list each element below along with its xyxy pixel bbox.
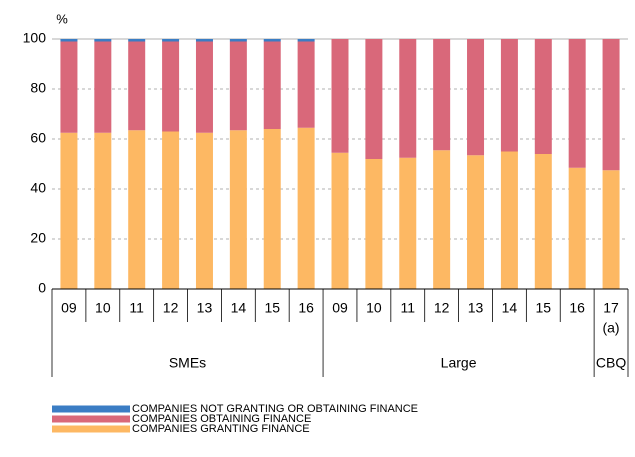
bar-segment: [128, 130, 146, 289]
x-tick-label: 16: [298, 300, 314, 316]
x-tick-label: 10: [366, 300, 382, 316]
bar-segment: [128, 41, 146, 131]
bar-segment: [162, 39, 180, 42]
bar-segment: [399, 157, 417, 289]
x-tick-label: 09: [332, 300, 348, 316]
legend-swatch: [52, 405, 130, 413]
y-tick-label: 40: [30, 180, 46, 196]
bar-segment: [195, 39, 213, 42]
bar-segment: [60, 41, 78, 133]
legend-swatch: [52, 415, 130, 423]
bar-segment: [568, 167, 586, 289]
group-label: Large: [441, 355, 477, 371]
bar-segment: [229, 39, 247, 42]
bar-segment: [602, 39, 620, 171]
bar-segment: [534, 154, 552, 289]
bar-segment: [128, 39, 146, 42]
bar-segment: [60, 132, 78, 289]
legend-label: COMPANIES NOT GRANTING OR OBTAINING FINA…: [132, 403, 418, 415]
bar-segment: [263, 41, 281, 129]
bar-segment: [433, 150, 451, 289]
bar-segment: [195, 41, 213, 133]
bar-segment: [500, 39, 518, 152]
x-tick-label: 13: [468, 300, 484, 316]
bar-segment: [162, 41, 180, 132]
x-tick-label: 10: [95, 300, 111, 316]
x-tick-label: 11: [129, 300, 144, 316]
bar-segment: [229, 41, 247, 131]
x-tick-label: 11: [400, 300, 415, 316]
group-label: CBQ: [596, 355, 626, 371]
bar-segment: [365, 159, 383, 289]
bar-segment: [94, 41, 112, 133]
y-tick-label: 20: [30, 230, 46, 246]
bar-segment: [602, 170, 620, 289]
bar-segment: [229, 130, 247, 289]
x-tick-label: 16: [569, 300, 585, 316]
bar-segment: [263, 129, 281, 289]
bar-segment: [534, 39, 552, 154]
annotation: (a): [602, 320, 619, 336]
bar-segment: [297, 127, 315, 289]
bar-segment: [433, 39, 451, 151]
x-tick-label: 14: [502, 300, 518, 316]
bar-segment: [94, 132, 112, 289]
x-tick-label: 09: [61, 300, 77, 316]
bar-segment: [399, 39, 417, 158]
bar-segment: [467, 155, 485, 289]
x-tick-label: 15: [264, 300, 280, 316]
x-tick-label: 15: [536, 300, 552, 316]
bar-segment: [162, 131, 180, 289]
x-tick-label: 12: [163, 300, 179, 316]
bar-segment: [467, 39, 485, 156]
legend-swatch: [52, 425, 130, 433]
bar-segment: [297, 39, 315, 42]
y-tick-label: 80: [30, 80, 46, 96]
bar-segment: [331, 152, 349, 289]
x-tick-label: 12: [434, 300, 450, 316]
bar-segment: [195, 132, 213, 289]
legend-label: COMPANIES OBTAINING FINANCE: [132, 413, 311, 425]
x-tick-label: 17: [603, 300, 619, 316]
x-tick-label: 14: [231, 300, 247, 316]
bar-segment: [263, 39, 281, 42]
bar-segment: [365, 39, 383, 159]
group-label: SMEs: [169, 355, 206, 371]
x-tick-label: 13: [197, 300, 213, 316]
bar-segment: [60, 39, 78, 42]
bar-segment: [500, 151, 518, 289]
bar-segment: [297, 41, 315, 128]
bar-segment: [94, 39, 112, 42]
y-tick-label: 0: [38, 280, 46, 296]
y-tick-label: 100: [23, 30, 47, 46]
bar-segment: [568, 39, 586, 168]
y-unit: %: [56, 11, 68, 26]
y-tick-label: 60: [30, 130, 46, 146]
bar-segment: [331, 39, 349, 153]
legend-label: COMPANIES GRANTING FINANCE: [132, 423, 310, 435]
